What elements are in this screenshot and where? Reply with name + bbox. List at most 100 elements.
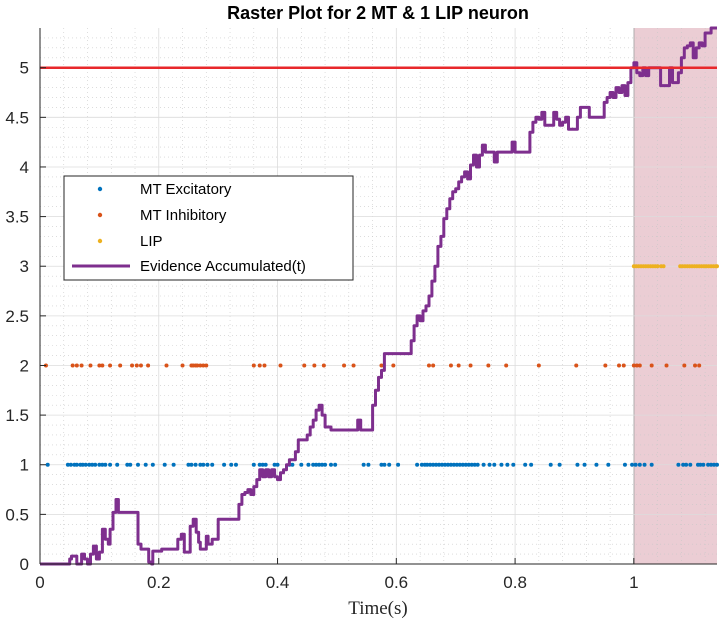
x-tick-label: 0.4 [266,573,290,592]
spike-1-9 [130,363,135,368]
y-tick-label: 2.5 [5,307,29,326]
spike-1-36 [456,363,461,368]
spike-0-45 [317,462,322,467]
y-tick-label: 0.5 [5,505,29,524]
spike-0-11 [97,462,102,467]
spike-0-92 [630,462,635,467]
x-tick-label: 0.8 [503,573,527,592]
spike-0-104 [706,462,711,467]
spike-0-43 [311,462,316,467]
spike-0-71 [460,462,465,467]
spike-0-86 [557,462,562,467]
spike-0-65 [443,462,448,467]
spike-0-26 [198,462,203,467]
spike-0-69 [454,462,459,467]
y-tick-label: 1 [20,456,29,475]
x-tick-label: 0.2 [147,573,171,592]
spike-0-100 [688,462,693,467]
spike-0-83 [523,462,528,467]
spike-0-2 [68,462,73,467]
spike-1-49 [664,363,669,368]
spike-1-5 [97,363,102,368]
spike-2-10 [655,264,660,269]
spike-2-12 [661,264,666,269]
y-tick-label: 4.5 [5,108,29,127]
spike-0-55 [396,462,401,467]
spike-1-14 [180,363,185,368]
spike-1-10 [134,363,139,368]
spike-0-60 [428,462,433,467]
spike-1-23 [257,363,262,368]
spike-0-7 [83,462,88,467]
legend-label-2: LIP [140,233,163,250]
spike-0-19 [143,462,148,467]
axes-area [40,28,717,564]
spike-1-34 [431,363,436,368]
spike-0-99 [684,462,689,467]
spike-0-18 [135,462,140,467]
spike-1-48 [649,363,654,368]
spike-1-1 [70,363,75,368]
x-axis-ticks: 0 0.2 0.4 0.6 0.8 1 [35,558,639,592]
spike-0-14 [108,462,113,467]
spike-0-31 [229,462,234,467]
spike-0-95 [642,462,647,467]
spike-0-84 [529,462,534,467]
series-layer [40,26,719,566]
spike-1-39 [504,363,509,368]
spike-0-75 [472,462,477,467]
spike-1-20 [201,363,206,368]
spike-1-37 [468,363,473,368]
spike-0-36 [263,462,268,467]
spike-0-10 [93,462,98,467]
spike-1-33 [426,363,431,368]
spike-0-29 [210,462,215,467]
spike-0-38 [275,462,280,467]
y-tick-label: 5 [20,59,29,78]
spike-1-8 [118,363,123,368]
spike-1-28 [321,363,326,368]
spike-0-91 [622,462,627,467]
spike-1-21 [204,363,209,368]
spike-0-97 [676,462,681,467]
legend-label-3: Evidence Accumulated(t) [140,258,306,275]
spike-1-11 [138,363,143,368]
spike-1-38 [486,363,491,368]
spike-0-41 [299,462,304,467]
spike-0-81 [505,462,510,467]
spike-0-89 [594,462,599,467]
spike-1-7 [108,363,113,368]
spike-1-4 [88,363,93,368]
y-axis-ticks: 0 0.5 1 1.5 2 2.5 3 3.5 4 4.5 5 [5,59,46,574]
spike-0-98 [681,462,686,467]
spike-1-35 [448,363,453,368]
x-tick-label: 0 [35,573,44,592]
spike-0-13 [103,462,108,467]
spike-0-102 [698,462,703,467]
legend-marker-2 [97,238,103,244]
spike-0-72 [463,462,468,467]
spike-0-79 [492,462,497,467]
spike-0-77 [481,462,486,467]
evidence-accumulated-line [40,26,717,566]
spike-0-54 [387,462,392,467]
legend-label-1: MT Inhibitory [140,207,227,224]
spike-1-51 [693,363,698,368]
spike-0-37 [272,462,277,467]
spike-0-61 [431,462,436,467]
spike-0-66 [445,462,450,467]
spike-0-67 [448,462,453,467]
spike-0-40 [290,462,295,467]
legend-box [63,175,354,281]
spike-0-50 [361,462,366,467]
spike-0-106 [712,462,717,467]
spike-0-12 [100,462,105,467]
spike-0-44 [314,462,319,467]
spike-0-74 [469,462,474,467]
spike-0-51 [366,462,371,467]
spike-1-40 [536,363,541,368]
spike-0-87 [575,462,580,467]
spike-0-57 [419,462,424,467]
spike-1-22 [251,363,256,368]
